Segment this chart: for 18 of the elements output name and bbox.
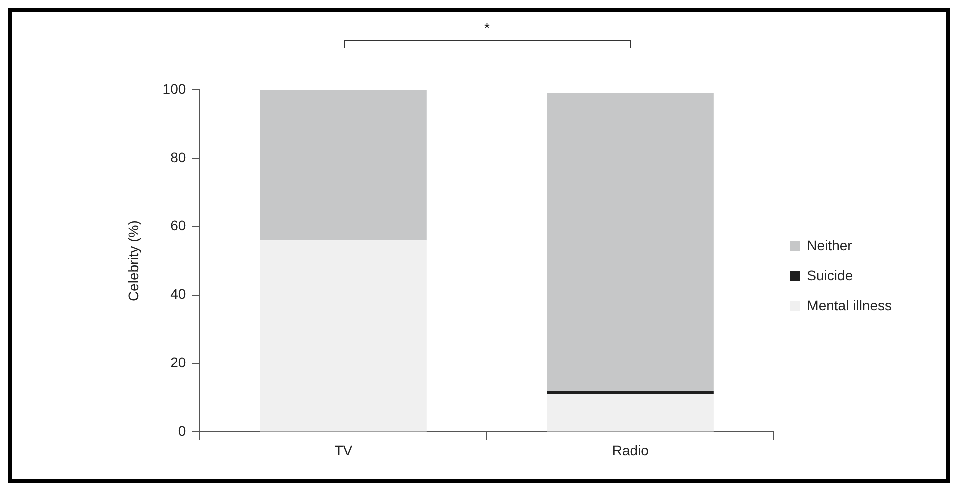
bar xyxy=(260,90,427,241)
y-tick-label: 60 xyxy=(170,218,186,234)
y-axis-title: Celebrity (%) xyxy=(125,220,142,302)
y-tick-label: 20 xyxy=(170,354,186,371)
y-tick-label: 80 xyxy=(170,149,186,166)
y-tick-label: 40 xyxy=(170,286,186,302)
bar xyxy=(260,240,427,432)
y-tick-label: 0 xyxy=(178,423,186,440)
y-tick-label: 100 xyxy=(162,80,186,97)
text: * xyxy=(483,20,491,36)
bar xyxy=(547,93,714,392)
x-tick-label: TV xyxy=(334,442,354,458)
legend-label: Suicide xyxy=(807,267,854,284)
bar xyxy=(547,391,714,395)
legend-label: Neither xyxy=(807,237,853,254)
bar xyxy=(547,394,714,432)
x-tick-label: Radio xyxy=(612,442,650,458)
legend-label: Mental illness xyxy=(807,297,892,314)
